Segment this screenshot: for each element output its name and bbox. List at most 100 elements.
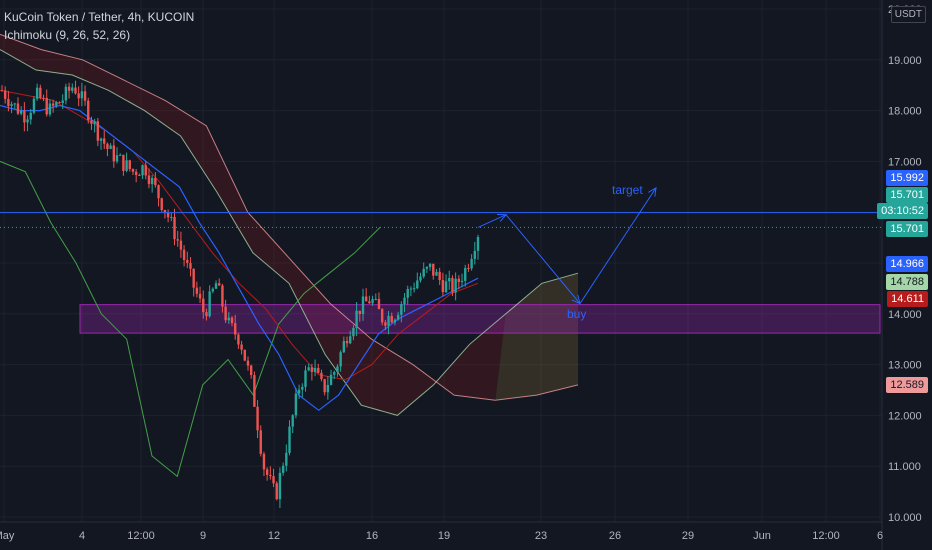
candle-body: [326, 384, 330, 393]
candle-body: [115, 155, 119, 162]
candle-body: [349, 336, 352, 344]
price-tick-label: 13.000: [888, 360, 922, 372]
price-tick-label: 18.000: [888, 106, 922, 118]
candle-body: [345, 341, 349, 344]
indicator-label[interactable]: Ichimoku (9, 26, 52, 26): [4, 28, 131, 42]
time-tick-label: 4: [79, 530, 85, 542]
candle-body: [253, 375, 256, 407]
currency-badge[interactable]: USDT: [890, 6, 926, 23]
indicator-lines: [0, 33, 579, 478]
time-tick-label: 23: [535, 530, 547, 542]
candle-body: [202, 298, 205, 313]
time-tick-label: 19: [438, 530, 450, 542]
candle-body: [275, 483, 278, 500]
candle-body: [246, 360, 250, 366]
time-tick-label: 9: [200, 530, 206, 542]
buy-label: buy: [567, 307, 586, 321]
candle-body: [278, 472, 282, 500]
candle-body: [473, 250, 477, 259]
arrow-head-2: [571, 294, 581, 305]
candle-body: [412, 288, 416, 290]
candle-body: [291, 415, 294, 427]
candle-body: [230, 317, 234, 324]
price-badge-span-a: 14.788: [886, 274, 928, 290]
candle-body: [93, 121, 96, 124]
candle-body: [214, 283, 218, 289]
candle-body: [243, 349, 246, 361]
kijun-sen-line: [0, 89, 479, 381]
candle-body: [16, 103, 20, 114]
price-tick-label: 14.000: [888, 309, 922, 321]
senkou-span-b-line: [0, 33, 579, 401]
candle-body: [29, 112, 32, 120]
candle-body: [221, 285, 224, 307]
candle-body: [74, 87, 77, 94]
time-tick-label: 12: [268, 530, 280, 542]
candle-body: [364, 296, 368, 302]
price-badge-tenkan: 14.966: [886, 256, 928, 272]
candle-body: [128, 160, 131, 170]
candle-body: [457, 278, 461, 283]
candle-body: [42, 97, 45, 99]
candle-body: [419, 276, 422, 281]
candle-body: [64, 86, 68, 101]
candle-body: [186, 259, 189, 263]
candle-body: [119, 154, 122, 156]
candle-body: [67, 86, 71, 91]
candle-body: [285, 452, 288, 466]
candle-body: [464, 267, 467, 281]
time-axis[interactable]: May 4 12:00 9 12 16 19 23 26 29 Jun 12:00 6: [0, 530, 883, 542]
candle-body: [460, 280, 464, 283]
candles: [0, 80, 480, 508]
candle-body: [416, 280, 419, 289]
candle-body: [122, 154, 125, 171]
candle-body: [451, 278, 454, 293]
price-badge-last-2: 15.701: [886, 221, 928, 237]
candle-body: [320, 372, 323, 380]
candle-body: [339, 352, 342, 367]
candle-body: [329, 374, 333, 385]
candle-body: [103, 138, 106, 144]
candle-body: [96, 121, 100, 141]
candle-body: [352, 327, 355, 337]
candle-body: [211, 288, 215, 292]
candle-body: [58, 102, 61, 104]
candle-body: [224, 306, 227, 321]
candle-body: [90, 120, 93, 124]
candle-body: [55, 102, 58, 106]
candle-body: [195, 287, 199, 294]
price-tick-label: 19.000: [888, 55, 922, 67]
candle-body: [45, 97, 48, 115]
candle-body: [323, 379, 326, 393]
resistance-line[interactable]: [0, 212, 882, 228]
candle-body: [170, 217, 173, 219]
candle-body: [3, 90, 7, 99]
candle-body: [26, 119, 29, 123]
candle-body: [432, 263, 435, 276]
candle-body: [99, 138, 103, 141]
projection-arrows[interactable]: [477, 186, 657, 305]
time-tick-label: Jun: [753, 530, 771, 542]
candle-body: [7, 98, 10, 106]
countdown-badge: 03:10:52: [877, 203, 928, 219]
candle-body: [371, 299, 374, 304]
candle-body: [71, 87, 74, 91]
candle-body: [192, 268, 195, 288]
candle-body: [435, 271, 438, 276]
candle-body: [342, 341, 346, 353]
candle-body: [141, 165, 144, 176]
time-tick-label: 29: [682, 530, 694, 542]
arrow-head-3: [648, 186, 657, 197]
candle-body: [358, 310, 361, 314]
candle-body: [77, 93, 80, 99]
candle-body: [390, 315, 393, 323]
candle-body: [384, 322, 387, 326]
candle-body: [313, 367, 317, 372]
candle-body: [205, 312, 208, 317]
candle-body: [288, 426, 291, 453]
senkou-span-a-line: [0, 49, 579, 416]
candle-body: [428, 263, 432, 268]
candle-body: [380, 309, 384, 323]
symbol-title[interactable]: KuCoin Token / Tether, 4h, KUCOIN: [4, 10, 195, 24]
